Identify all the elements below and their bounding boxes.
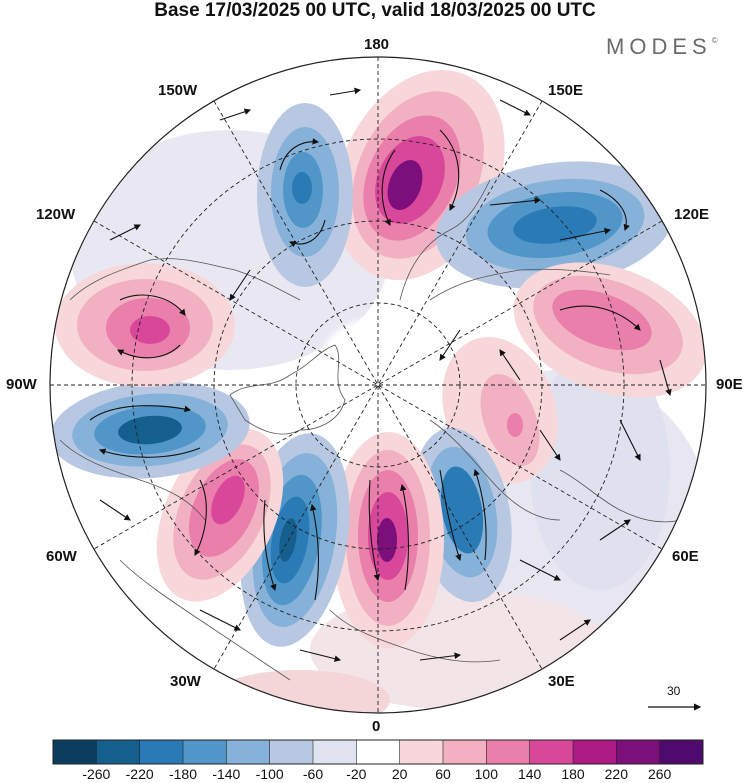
- colorbar: [52, 739, 704, 765]
- colorbar-tick-label: -20: [346, 766, 367, 782]
- colorbar-cell: [96, 740, 141, 764]
- colorbar-cell: [139, 740, 184, 764]
- anomaly-high-105w: [55, 263, 235, 387]
- colorbar-tick-label: -100: [255, 766, 284, 782]
- colorbar-tick-label: 140: [517, 766, 542, 782]
- colorbar-cell: [53, 740, 97, 764]
- map-border: [49, 56, 707, 714]
- colorbar-tick-label: 60: [435, 766, 451, 782]
- anomaly-field: [50, 57, 706, 713]
- colorbar-tick-label: -140: [212, 766, 241, 782]
- colorbar-tick-label: -260: [82, 766, 111, 782]
- colorbar-tick-label: 100: [474, 766, 499, 782]
- colorbar-cell: [356, 740, 401, 764]
- lon-label-120w: 120W: [36, 206, 76, 223]
- colorbar-cell: [486, 740, 531, 764]
- colorbar-tick-label: -220: [125, 766, 154, 782]
- lon-label-90w: 90W: [6, 376, 37, 393]
- anomaly-high-100e: [513, 262, 706, 398]
- colorbar-frame: [52, 739, 704, 765]
- colorbar-cell: [313, 740, 357, 764]
- colorbar-cell: [226, 740, 271, 764]
- colorbar-cell: [659, 740, 704, 764]
- anomaly-high-0: [332, 432, 444, 648]
- colorbar-tick-label: 220: [604, 766, 629, 782]
- wind-vectors: [89, 87, 672, 662]
- colorbar-cell: [573, 740, 617, 764]
- lon-label-30e: 30E: [548, 673, 575, 690]
- lon-label-90e: 90E: [716, 376, 743, 393]
- modes-logo: MODES©: [606, 34, 718, 60]
- colorbar-tick-label: 260: [647, 766, 672, 782]
- lon-label-180: 180: [364, 36, 390, 53]
- colorbar-tick-label: -60: [302, 766, 324, 782]
- colorbar-tick-label: -180: [168, 766, 198, 782]
- lon-label-0: 0: [372, 718, 381, 735]
- anomaly-low-135e: [435, 161, 675, 289]
- colorbar-cell: [269, 740, 314, 764]
- brand-text: MODES: [606, 34, 712, 59]
- colorbar-cell: [443, 740, 487, 764]
- graticule: [50, 57, 706, 713]
- lon-label-60w: 60W: [46, 548, 77, 565]
- colorbar-cell: [183, 740, 227, 764]
- colorbar-tick-label: 20: [391, 766, 408, 782]
- coastlines: [59, 179, 681, 681]
- map-title: Base 17/03/2025 00 UTC, valid 18/03/2025…: [154, 0, 596, 21]
- brand-mark: ©: [711, 36, 718, 45]
- lon-label-120e: 120E: [674, 206, 710, 223]
- lon-label-60e: 60E: [672, 548, 699, 565]
- lon-label-150w: 150W: [158, 82, 198, 99]
- anomaly-low-165w: [257, 103, 353, 287]
- reference-vector-label: 30: [667, 684, 681, 698]
- colorbar-cell: [399, 740, 444, 764]
- colorbar-tick-label: 180: [561, 766, 585, 782]
- lon-label-150e: 150E: [548, 82, 584, 99]
- colorbar-cell: [616, 740, 661, 764]
- lon-label-30w: 30W: [170, 673, 201, 690]
- colorbar-cell: [529, 740, 574, 764]
